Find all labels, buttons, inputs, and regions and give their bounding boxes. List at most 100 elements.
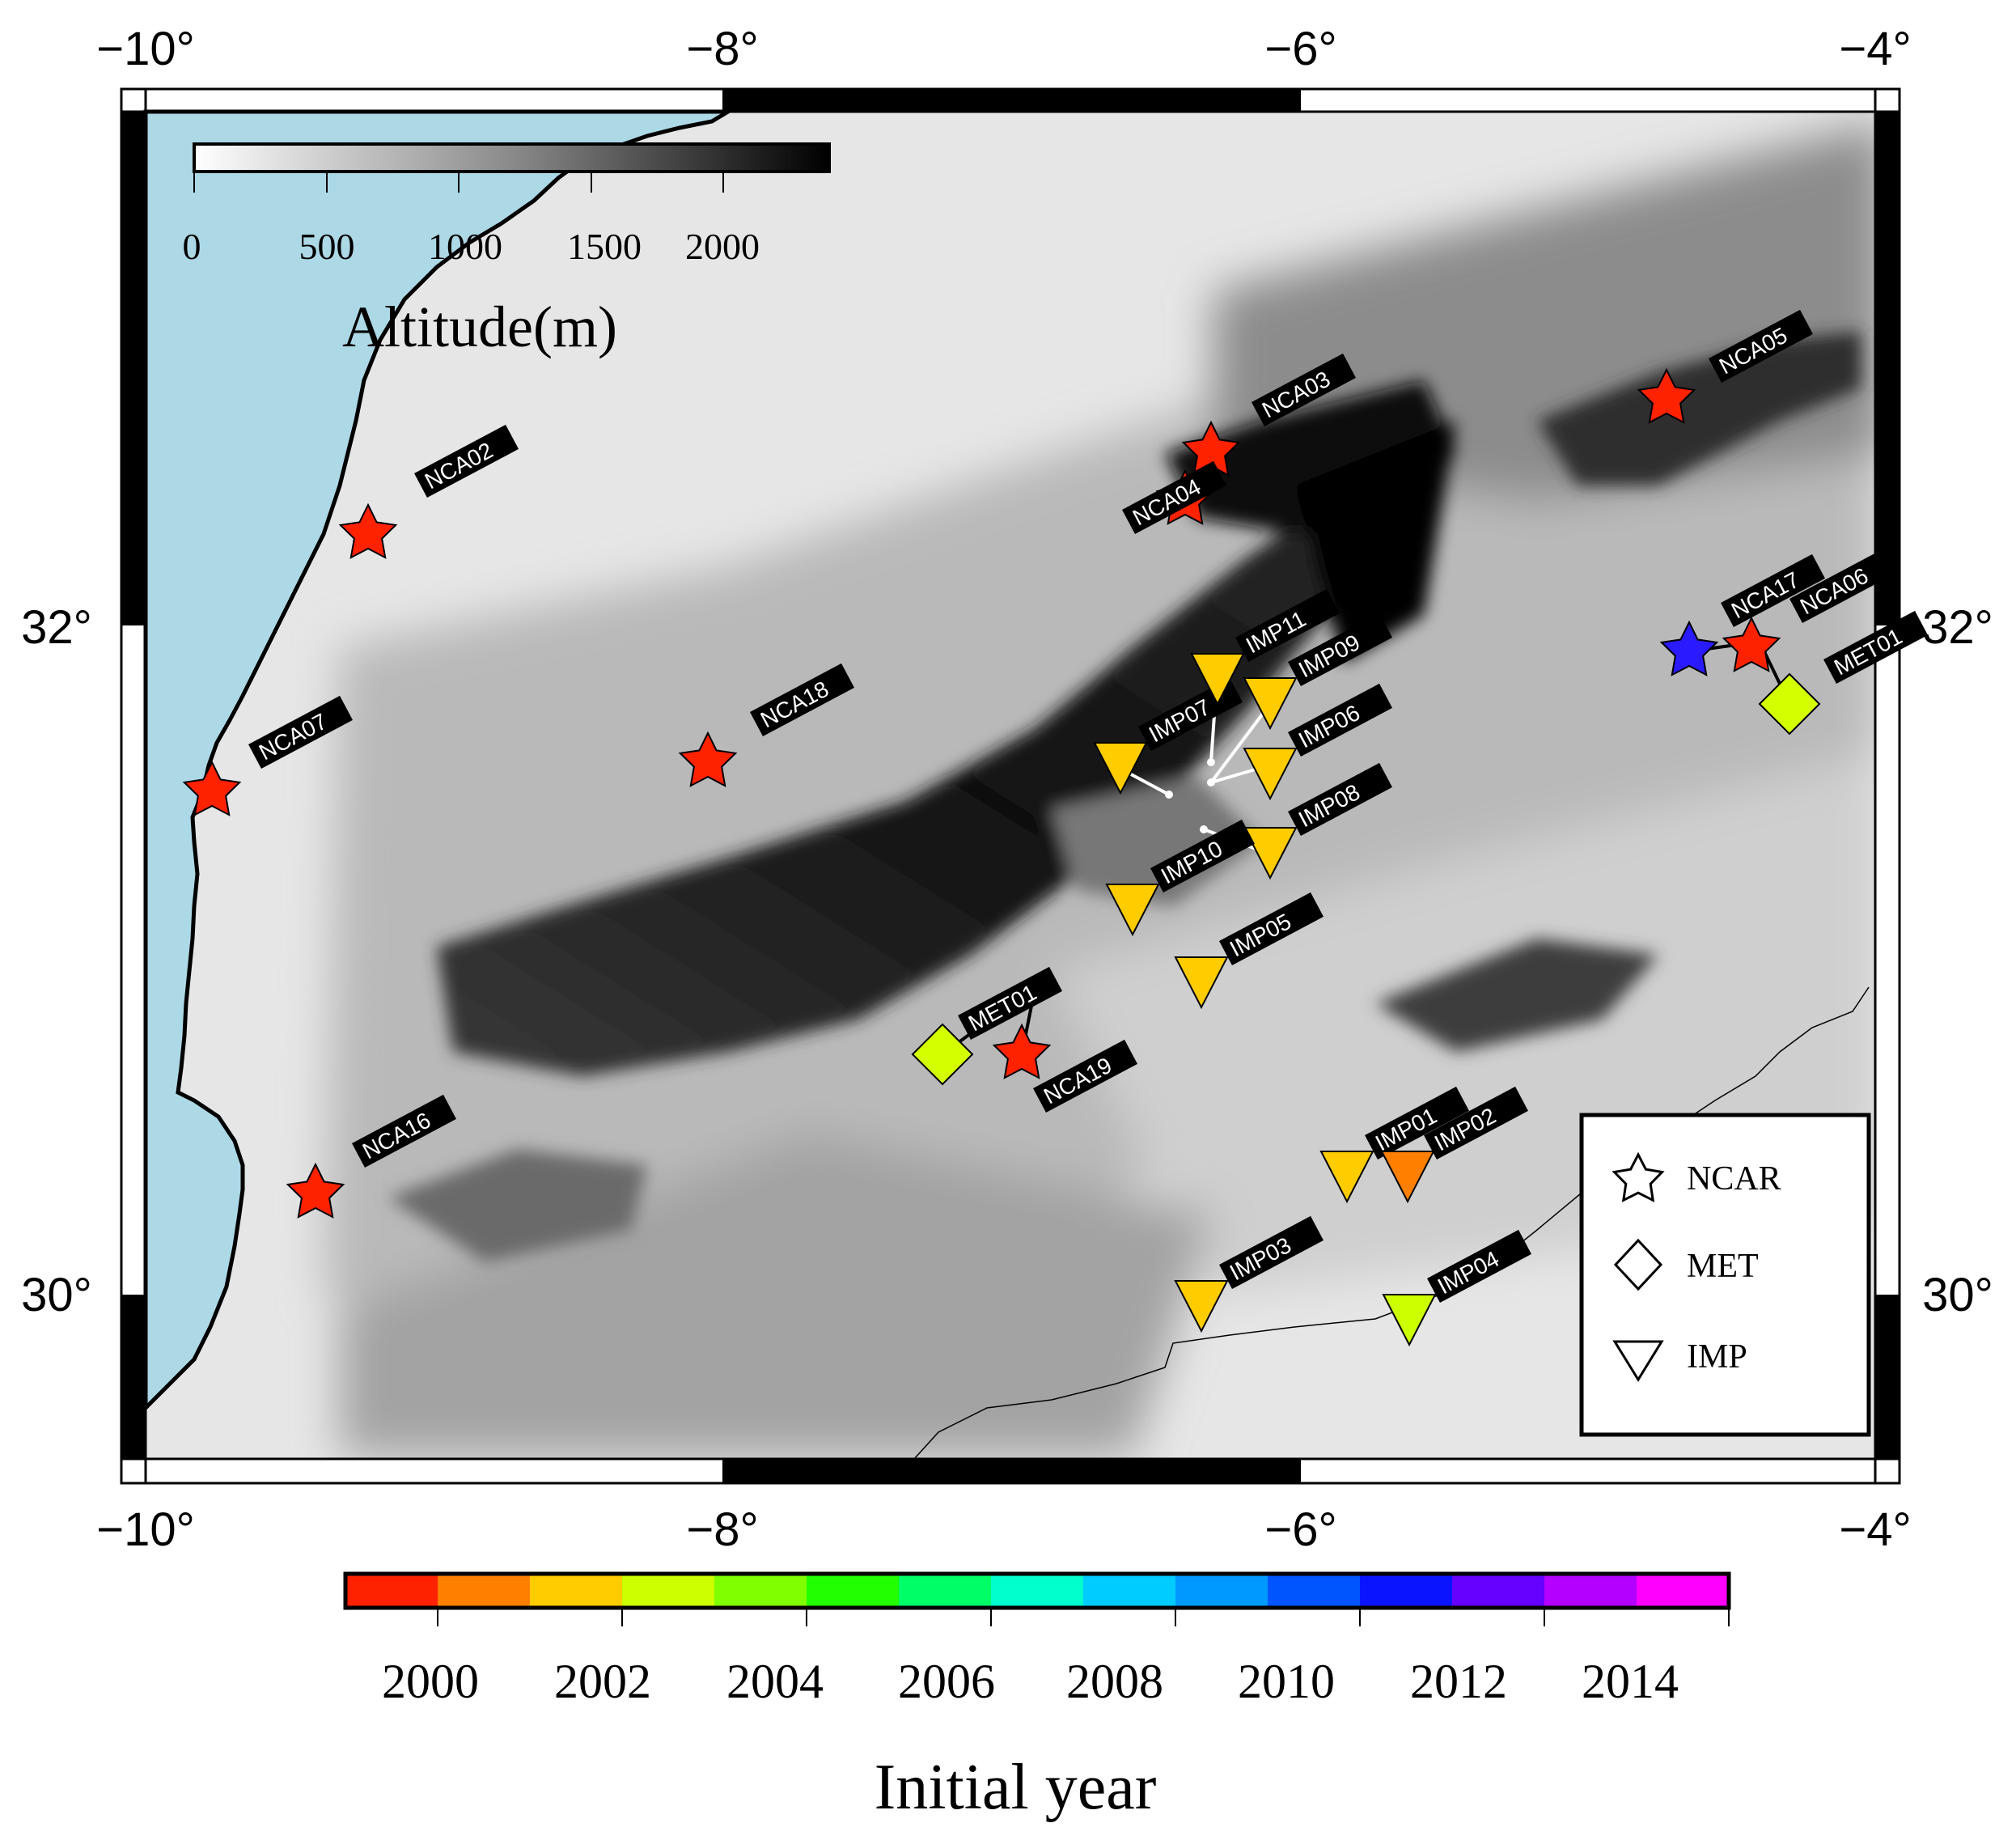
legend-label-imp: IMP (1687, 1338, 1747, 1376)
station-tag-bg (1709, 309, 1813, 384)
station-tag-bg (1219, 892, 1324, 966)
triangle-down-icon (1174, 1280, 1229, 1333)
triangle-down-icon (1174, 956, 1229, 1010)
lon-tick-label: −4° (1839, 23, 1911, 75)
altitude-tick: 1000 (428, 226, 502, 267)
year-tick: 2004 (726, 1655, 824, 1708)
station-tag-bg (1823, 610, 1928, 685)
colorbar-cell (1452, 1574, 1545, 1608)
triangle-down-icon (1319, 1151, 1374, 1204)
year-tick: 2010 (1238, 1655, 1335, 1708)
colorbar-cell (899, 1574, 992, 1608)
diamond-icon (1613, 1238, 1663, 1291)
star-icon (1637, 367, 1696, 424)
year-colorbar-title: Initial year (875, 1752, 1157, 1823)
station-tag-bg (1150, 819, 1255, 893)
year-tick: 2012 (1410, 1655, 1507, 1708)
diamond-icon (1758, 672, 1821, 736)
triangle-down-icon (1382, 1294, 1437, 1347)
lat-axis-left: 32° 30° (21, 601, 92, 1321)
station-tag-bg (1365, 1086, 1469, 1160)
star-icon (678, 731, 738, 787)
colorbar-cell (1544, 1574, 1637, 1608)
station-tag-bg (1288, 683, 1392, 757)
lat-tick-label: 32° (21, 601, 92, 654)
colorbar-cells (345, 1574, 1730, 1608)
colorbar-cell (530, 1574, 623, 1608)
star-icon (286, 1162, 345, 1219)
triangle-down-icon (1105, 884, 1160, 937)
star-icon (1659, 620, 1719, 676)
colorbar-cell (438, 1574, 531, 1608)
lon-tick-label: −6° (1264, 1503, 1336, 1556)
atlantic-ocean (143, 109, 736, 1414)
station-tag-bg (958, 966, 1062, 1041)
lat-tick-label: 30° (21, 1269, 92, 1321)
star-icon (1612, 1151, 1665, 1202)
altitude-tick: 0 (183, 226, 201, 267)
triangle-down-icon (1243, 748, 1298, 801)
year-tick: 2002 (554, 1655, 651, 1708)
legend-label-met: MET (1687, 1248, 1759, 1285)
terrain-relief (146, 112, 1875, 1459)
star-icon (182, 760, 242, 816)
triangle-down-icon (1093, 742, 1148, 795)
diamond-icon (911, 1023, 974, 1086)
triangle-down-icon (1243, 827, 1298, 880)
year-tick: 2014 (1582, 1655, 1679, 1708)
colorbar-cell (807, 1574, 900, 1608)
station-tag-bg (1721, 553, 1825, 628)
lon-tick-label: −10° (96, 1503, 195, 1556)
colorbar-cell (1175, 1574, 1268, 1608)
altitude-tick: 1500 (567, 226, 642, 267)
year-tick: 2008 (1066, 1655, 1163, 1708)
station-tag-bg (1789, 549, 1894, 624)
altitude-scalebar: 0 500 1000 1500 2000 Altitude(m) (183, 142, 831, 359)
triangle-down-icon (1190, 653, 1245, 706)
year-colorbar: 2000 2002 2004 2006 2008 2010 2012 2014 … (343, 1571, 1731, 1823)
lon-tick-label: −6° (1264, 23, 1336, 75)
lon-axis-bottom: −10° −8° −6° −4° (96, 1503, 1911, 1556)
colorbar-cell (1268, 1574, 1361, 1608)
legend-label-ncar: NCAR (1687, 1160, 1781, 1198)
colorbar-cell (1083, 1574, 1176, 1608)
colorbar-cell (1637, 1574, 1730, 1608)
year-tick: 2000 (382, 1655, 479, 1708)
star-icon (338, 502, 398, 559)
star-icon (992, 1023, 1052, 1079)
lat-axis-right: 32° 30° (1922, 601, 1993, 1321)
station-tag-bg (750, 663, 854, 737)
station-imp09: IMP09 (1243, 613, 1392, 731)
station-tag-bg (352, 1094, 456, 1168)
colorbar-cell (622, 1574, 715, 1608)
lon-axis-top: −10° −8° −6° −4° (96, 23, 1911, 75)
altitude-tick: 500 (299, 226, 355, 267)
colorbar-cell (1360, 1574, 1453, 1608)
lat-tick-label: 30° (1922, 1269, 1993, 1321)
colorbar-cell (345, 1574, 438, 1608)
triangle-down-icon (1380, 1151, 1435, 1204)
colorbar-cell (714, 1574, 807, 1608)
station-tag-bg (248, 695, 353, 769)
altitude-scale-title: Altitude(m) (342, 295, 617, 359)
station-tag-bg (1288, 613, 1392, 687)
station-nca07: NCA07 (182, 695, 353, 816)
lon-tick-label: −8° (686, 1503, 758, 1556)
station-tag-bg (1033, 1039, 1137, 1113)
station-tag-bg (1235, 588, 1340, 663)
lat-tick-label: 32° (1922, 601, 1993, 654)
station-tag-bg (414, 424, 519, 498)
symbol-legend: NCAR MET IMP (1579, 1113, 1871, 1437)
lon-tick-label: −10° (96, 23, 195, 75)
lon-tick-label: −8° (686, 23, 758, 75)
station-tag-bg (1424, 1086, 1528, 1160)
altitude-tick: 2000 (685, 226, 760, 267)
map-frame (120, 87, 1901, 1485)
lon-tick-label: −4° (1839, 1503, 1911, 1556)
star-icon (1722, 616, 1781, 672)
triangle-down-icon (1243, 677, 1298, 731)
year-tick: 2006 (898, 1655, 995, 1708)
triangle-down-icon (1612, 1340, 1664, 1382)
colorbar-cell (991, 1574, 1084, 1608)
